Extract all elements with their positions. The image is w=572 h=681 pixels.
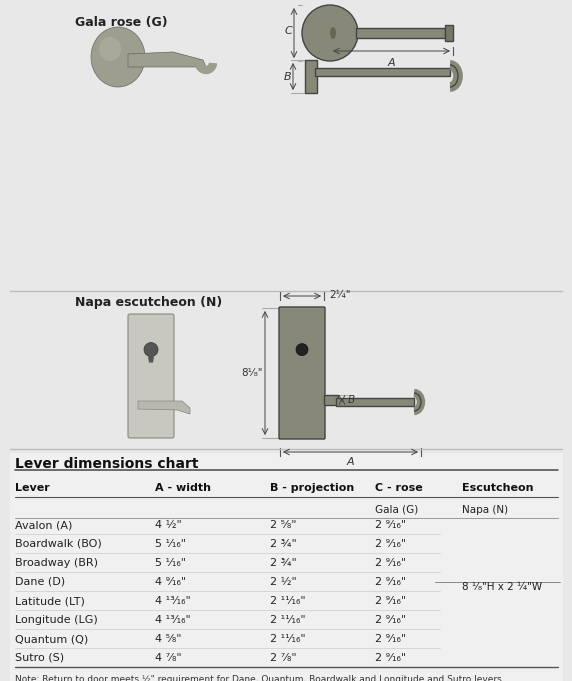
Ellipse shape <box>99 37 121 61</box>
Text: Broadway (BR): Broadway (BR) <box>15 558 98 568</box>
Text: Sutro (S): Sutro (S) <box>15 653 64 663</box>
Text: Gala rose (G): Gala rose (G) <box>75 16 168 29</box>
Text: 2 ⁹⁄₁₆": 2 ⁹⁄₁₆" <box>375 520 406 530</box>
Text: 2 ⁹⁄₁₆": 2 ⁹⁄₁₆" <box>375 558 406 568</box>
Text: Lever dimensions chart: Lever dimensions chart <box>15 457 198 471</box>
Text: 4 ½": 4 ½" <box>155 520 182 530</box>
FancyBboxPatch shape <box>3 0 569 293</box>
Text: Gala (G): Gala (G) <box>375 505 418 515</box>
Text: 2 ¹¹⁄₁₆": 2 ¹¹⁄₁₆" <box>270 596 305 606</box>
Polygon shape <box>305 60 317 93</box>
Text: 2 ⁹⁄₁₆": 2 ⁹⁄₁₆" <box>375 577 406 587</box>
Ellipse shape <box>330 27 336 39</box>
Text: 2 ¹¹⁄₁₆": 2 ¹¹⁄₁₆" <box>270 634 305 644</box>
Text: C - rose: C - rose <box>375 483 423 493</box>
Ellipse shape <box>91 27 145 87</box>
Text: 2 ¾": 2 ¾" <box>270 558 297 568</box>
Text: Napa escutcheon (N): Napa escutcheon (N) <box>75 296 223 309</box>
Text: B - projection: B - projection <box>270 483 354 493</box>
FancyBboxPatch shape <box>128 314 174 438</box>
Text: Napa (N): Napa (N) <box>462 505 508 515</box>
Text: Quantum (Q): Quantum (Q) <box>15 634 88 644</box>
Polygon shape <box>315 68 450 76</box>
Text: Latitude (LT): Latitude (LT) <box>15 596 85 606</box>
Text: 2 ¾": 2 ¾" <box>270 539 297 549</box>
Text: 2 ¹¹⁄₁₆": 2 ¹¹⁄₁₆" <box>270 615 305 625</box>
Polygon shape <box>356 28 445 38</box>
Text: 2 ½": 2 ½" <box>270 577 297 587</box>
Polygon shape <box>336 398 414 406</box>
Circle shape <box>144 343 158 357</box>
Circle shape <box>296 344 308 355</box>
Text: 2 ⁷⁄₈": 2 ⁷⁄₈" <box>270 653 297 663</box>
Text: B: B <box>283 72 291 82</box>
Text: 2 ⁹⁄₁₆": 2 ⁹⁄₁₆" <box>375 539 406 549</box>
Polygon shape <box>148 357 154 362</box>
FancyBboxPatch shape <box>10 453 563 681</box>
Text: Dane (D): Dane (D) <box>15 577 65 587</box>
Text: A - width: A - width <box>155 483 211 493</box>
Polygon shape <box>445 25 453 41</box>
Text: 8¹⁄₈": 8¹⁄₈" <box>241 368 263 378</box>
Text: 2 ⁹⁄₁₆": 2 ⁹⁄₁₆" <box>375 653 406 663</box>
Polygon shape <box>324 395 338 405</box>
Polygon shape <box>138 401 190 414</box>
FancyBboxPatch shape <box>279 307 325 439</box>
Text: Longitude (LG): Longitude (LG) <box>15 615 98 625</box>
Polygon shape <box>128 52 206 67</box>
Text: 2 ⁵⁄₈": 2 ⁵⁄₈" <box>270 520 296 530</box>
Text: 2 ⁹⁄₁₆": 2 ⁹⁄₁₆" <box>375 634 406 644</box>
Text: A: A <box>347 457 354 467</box>
Text: 4 ¹³⁄₁₆": 4 ¹³⁄₁₆" <box>155 596 190 606</box>
Text: 4 ¹³⁄₁₆": 4 ¹³⁄₁₆" <box>155 615 190 625</box>
Text: 5 ¹⁄₁₆": 5 ¹⁄₁₆" <box>155 558 186 568</box>
Text: 4 ⁷⁄₈": 4 ⁷⁄₈" <box>155 653 182 663</box>
Text: C: C <box>284 26 292 36</box>
Text: 8 ¹⁄₈"H x 2 ¼"W: 8 ¹⁄₈"H x 2 ¼"W <box>462 582 542 592</box>
Text: A: A <box>388 58 395 68</box>
Text: 2¼": 2¼" <box>329 290 351 300</box>
Text: Escutcheon: Escutcheon <box>462 483 534 493</box>
Text: Avalon (A): Avalon (A) <box>15 520 73 530</box>
Text: B: B <box>348 395 355 405</box>
Text: Note: Return to door meets ½" requirement for Dane, Quantum, Boardwalk and Longi: Note: Return to door meets ½" requiremen… <box>15 675 505 681</box>
Text: 2 ⁹⁄₁₆": 2 ⁹⁄₁₆" <box>375 596 406 606</box>
Text: Boardwalk (BO): Boardwalk (BO) <box>15 539 102 549</box>
Text: 4 ⁵⁄₈": 4 ⁵⁄₈" <box>155 634 181 644</box>
Text: 5 ¹⁄₁₆": 5 ¹⁄₁₆" <box>155 539 186 549</box>
Text: Lever: Lever <box>15 483 50 493</box>
Text: 4 ⁹⁄₁₆": 4 ⁹⁄₁₆" <box>155 577 186 587</box>
Circle shape <box>302 5 358 61</box>
Text: 2 ⁹⁄₁₆": 2 ⁹⁄₁₆" <box>375 615 406 625</box>
